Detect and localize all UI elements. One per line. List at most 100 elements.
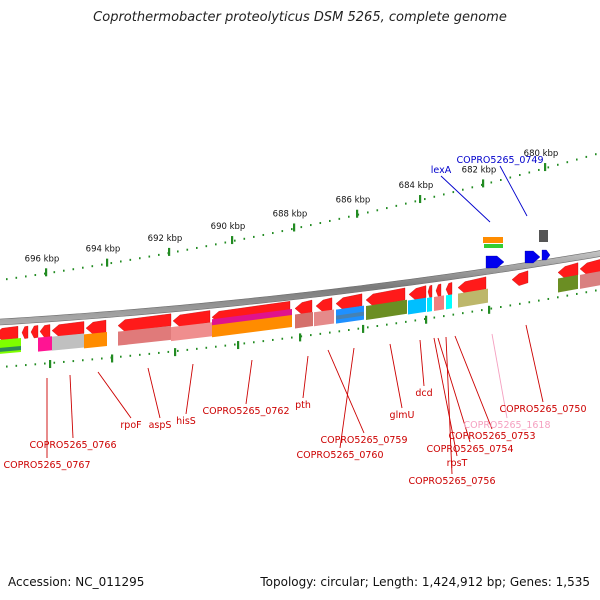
leader-line [491, 333, 508, 419]
annotation-band [366, 299, 407, 320]
scale-dot [82, 359, 84, 362]
scale-dot [215, 243, 217, 246]
scale-dot [414, 200, 417, 203]
scale-dot [557, 296, 559, 299]
major-tick [45, 268, 48, 277]
scale-dot [158, 253, 160, 256]
scale-label: 682 kbp [462, 165, 497, 175]
annotation-band [0, 338, 21, 354]
gene-arrow-reverse [315, 297, 333, 313]
major-tick [49, 360, 52, 369]
annotation-band [52, 333, 84, 351]
major-tick [237, 341, 240, 350]
gene-label: COPRO5265_0766 [29, 440, 116, 451]
scale-dot [424, 318, 426, 321]
scale-dot [44, 272, 46, 275]
scale-dot [25, 275, 27, 278]
scale-dot [224, 344, 227, 347]
gene-label: pth [295, 400, 311, 411]
gene-label: aspS [149, 420, 172, 431]
major-tick [544, 163, 547, 172]
annotation-band [314, 309, 334, 327]
annotation-band [539, 230, 548, 242]
scale-dot [139, 353, 141, 356]
scale-dot [471, 310, 474, 313]
scale-dot [53, 271, 56, 274]
scale-dot [357, 327, 360, 330]
leader-line [437, 337, 471, 443]
leader-line [433, 337, 458, 457]
gene-label: COPRO5265_0750 [499, 404, 586, 415]
gene-label: rpoF [120, 420, 141, 431]
scale-dot [15, 364, 18, 367]
scale-dot [186, 248, 189, 251]
scale-dot [357, 213, 360, 216]
scale-dot [177, 250, 179, 253]
gene-arrow-forward [524, 250, 541, 264]
scale-dot [338, 330, 341, 333]
annotation-band [446, 294, 452, 310]
leader-line [445, 336, 453, 475]
scale-dot [82, 266, 84, 269]
gene-arrow-reverse [39, 324, 51, 338]
scale-dot [452, 313, 455, 316]
gene-arrow-reverse [294, 299, 313, 315]
scale-dot [462, 188, 464, 191]
scale-dot [25, 364, 27, 367]
scale-dot [272, 232, 274, 235]
scale-dot [557, 163, 559, 166]
scale-dot [462, 312, 464, 315]
gene-arrow-reverse [427, 284, 433, 299]
scale-dot [519, 302, 521, 305]
scale-dot [395, 204, 398, 207]
scale-dot [338, 217, 341, 220]
scale-dot [215, 345, 217, 348]
gene-arrow-reverse [408, 285, 427, 301]
scale-dot [528, 301, 531, 304]
scale-dot [91, 265, 94, 268]
gene-label: COPRO5265_0753 [448, 431, 535, 442]
scale-label: 684 kbp [399, 181, 434, 191]
scale-dot [319, 222, 322, 225]
annotation-band [118, 325, 171, 346]
gene-arrow-reverse [117, 313, 172, 332]
gene-label: dcd [415, 388, 432, 399]
gene-label: COPRO5265_0760 [296, 450, 383, 461]
scale-dot [481, 309, 483, 312]
gene-arrow-reverse [445, 282, 453, 296]
scale-dot [386, 323, 388, 326]
scale-dot [53, 361, 56, 364]
scale-label: 692 kbp [148, 234, 183, 244]
gene-label: COPRO5265_0767 [3, 460, 90, 471]
scale-dot [196, 246, 198, 249]
scale-dot [44, 362, 46, 365]
annotation-band [483, 237, 503, 243]
scale-dot [509, 304, 512, 307]
gene-label: glmU [390, 410, 415, 421]
scale-label: 680 kbp [524, 149, 559, 159]
scale-label: 696 kbp [25, 254, 60, 264]
scale-dot [348, 329, 350, 332]
annotation-band [38, 336, 52, 352]
leader-line [147, 367, 161, 419]
gene-arrow-reverse [457, 276, 487, 294]
annotation-band [427, 297, 432, 312]
scale-dot [481, 183, 483, 186]
gene-label: COPRO5265_0759 [320, 435, 407, 446]
scale-dot [500, 179, 502, 181]
gene-label: COPRO5265_0756 [408, 476, 495, 487]
major-tick [174, 348, 177, 357]
leader-line [389, 343, 403, 409]
scale-dot [300, 226, 303, 229]
leader-line [525, 324, 544, 403]
major-tick [293, 223, 296, 232]
scale-dot [329, 331, 331, 334]
scale-label: 688 kbp [273, 209, 308, 219]
genome-summary-text: Topology: circular; Length: 1,424,912 bp… [260, 575, 590, 589]
scale-label: 694 kbp [86, 245, 121, 255]
annotation-band [484, 244, 503, 248]
scale-dot [205, 245, 208, 248]
scale-dot [158, 351, 160, 354]
scale-dot [367, 326, 369, 329]
